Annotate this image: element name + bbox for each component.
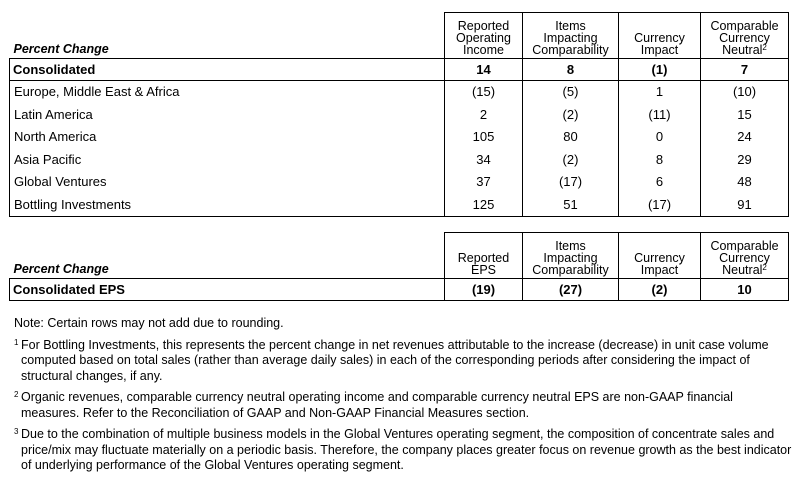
consolidated-eps-row: Consolidated EPS (19) (27) (2) 10 — [9, 278, 789, 301]
row-label: Europe, Middle East & Africa — [9, 80, 445, 104]
table-header-row: Percent Change Reported EPS Items Impactin… — [10, 232, 789, 279]
row-label: Consolidated EPS — [9, 278, 445, 301]
table-row: Bottling Investments 125 51 (17) 91 — [9, 193, 789, 217]
eps-table: Percent Change Reported EPS Items Impactin… — [9, 232, 789, 301]
cell-neutral: 91 — [700, 193, 789, 217]
cell-currency: 8 — [618, 148, 701, 171]
cell-currency: (1) — [618, 58, 701, 81]
footnote: 1 For Bottling Investments, this represe… — [14, 338, 794, 385]
row-label: Latin America — [9, 103, 445, 126]
cell-currency: 6 — [618, 171, 701, 194]
footnote-marker: 3 — [14, 427, 19, 436]
table-row: Asia Pacific 34 (2) 8 29 — [9, 148, 789, 171]
footnote-text: Due to the combination of multiple busin… — [21, 427, 792, 472]
table-header-row: Percent Change Reported Operating Income I… — [10, 12, 789, 59]
table-row: Latin America 2 (2) (11) 15 — [9, 103, 789, 126]
cell-items: 80 — [522, 126, 619, 149]
table-label: Percent Change — [13, 42, 109, 56]
cell-neutral: 29 — [700, 148, 789, 171]
cell-items: (17) — [522, 171, 619, 194]
footnotes-section: Note: Certain rows may not add due to ro… — [14, 316, 794, 480]
cell-reported: 14 — [444, 58, 523, 81]
cell-neutral: 24 — [700, 126, 789, 149]
header-comparable-currency-neutral: Comparable Currency Neutral2 — [700, 232, 789, 279]
cell-currency: (17) — [618, 193, 701, 217]
cell-reported: (15) — [444, 80, 523, 104]
cell-neutral: 7 — [700, 58, 789, 81]
row-label: Consolidated — [9, 58, 445, 81]
row-label: Global Ventures — [9, 171, 445, 194]
row-label: North America — [9, 126, 445, 149]
cell-neutral: 48 — [700, 171, 789, 194]
cell-currency: (11) — [618, 103, 701, 126]
cell-reported: 37 — [444, 171, 523, 194]
cell-items: 51 — [522, 193, 619, 217]
cell-currency: (2) — [618, 278, 701, 301]
footnote-text: For Bottling Investments, this represent… — [21, 337, 769, 383]
cell-neutral: 10 — [700, 278, 789, 301]
cell-neutral: (10) — [700, 80, 789, 104]
table-label: Percent Change — [13, 262, 109, 276]
table-row: North America 105 80 0 24 — [9, 126, 789, 149]
header-items-impacting-comparability: Items Impacting Comparability — [522, 232, 619, 279]
cell-reported: 34 — [444, 148, 523, 171]
cell-reported: (19) — [444, 278, 523, 301]
footnote-marker: 1 — [14, 337, 19, 347]
cell-currency: 1 — [618, 80, 701, 104]
header-reported-eps: Reported EPS — [444, 232, 523, 279]
rounding-note: Note: Certain rows may not add due to ro… — [14, 316, 284, 330]
header-comparable-currency-neutral: Comparable Currency Neutral2 — [700, 12, 789, 59]
footnote: 3 Due to the combination of multiple bus… — [14, 427, 794, 474]
cell-reported: 105 — [444, 126, 523, 149]
table-row: Europe, Middle East & Africa (15) (5) 1 … — [9, 80, 789, 104]
cell-reported: 125 — [444, 193, 523, 217]
header-currency-impact: Currency Impact — [618, 12, 701, 59]
cell-reported: 2 — [444, 103, 523, 126]
header-reported-operating-income: Reported Operating Income — [444, 12, 523, 59]
row-label: Bottling Investments — [9, 193, 445, 217]
header-currency-impact: Currency Impact — [618, 232, 701, 279]
row-label: Asia Pacific — [9, 148, 445, 171]
footnote-marker: 2 — [14, 390, 19, 399]
cell-items: (2) — [522, 148, 619, 171]
cell-items: (5) — [522, 80, 619, 104]
cell-currency: 0 — [618, 126, 701, 149]
cell-items: (2) — [522, 103, 619, 126]
header-items-impacting-comparability: Items Impacting Comparability — [522, 12, 619, 59]
consolidated-row: Consolidated 14 8 (1) 7 — [9, 58, 789, 81]
footnote-text: Organic revenues, comparable currency ne… — [21, 390, 733, 420]
table-row: Global Ventures 37 (17) 6 48 — [9, 171, 789, 194]
cell-items: 8 — [522, 58, 619, 81]
footnote: 2 Organic revenues, comparable currency … — [14, 390, 794, 421]
cell-neutral: 15 — [700, 103, 789, 126]
cell-items: (27) — [522, 278, 619, 301]
operating-income-table: Percent Change Reported Operating Income I… — [9, 12, 789, 217]
